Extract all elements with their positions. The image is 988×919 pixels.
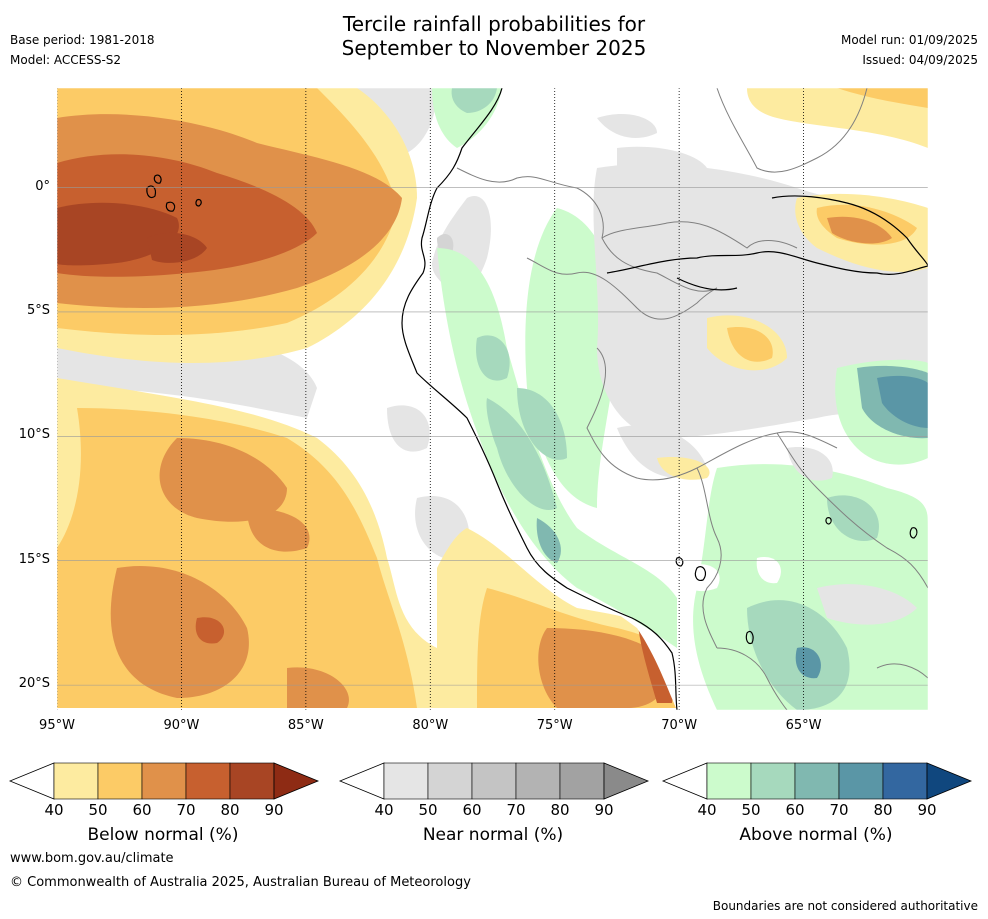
- colorbar-tick-label: 50: [418, 801, 438, 819]
- colorbar-segment: [750, 762, 796, 800]
- colorbar-tick-label: 60: [462, 801, 482, 819]
- colorbar-tick-label: 90: [264, 801, 284, 819]
- latitude-label: 0°: [35, 178, 50, 194]
- colorbars: [8, 762, 973, 800]
- colorbar-under-triangle: [8, 762, 55, 800]
- issued-date: Issued: 04/09/2025: [862, 53, 978, 67]
- rainfall-map: [57, 88, 928, 710]
- longitude-label: 65°W: [785, 718, 822, 733]
- colorbar-segment: [141, 762, 187, 800]
- base-period: Base period: 1981-2018: [10, 33, 155, 47]
- latitude-label: 20°S: [18, 676, 50, 692]
- meta-left: Base period: 1981-2018 Model: ACCESS-S2: [10, 30, 155, 70]
- colorbar-under-triangle: [661, 762, 708, 800]
- title-line-1: Tercile rainfall probabilities for: [342, 12, 646, 36]
- colorbar-segment: [383, 762, 429, 800]
- longitude-label: 95°W: [39, 718, 75, 733]
- colorbar-over-triangle: [926, 762, 973, 800]
- longitude-label: 75°W: [536, 718, 573, 733]
- model-name: Model: ACCESS-S2: [10, 53, 122, 67]
- colorbar-tick-label: 80: [873, 801, 893, 819]
- colorbar-tick-label: 70: [506, 801, 526, 819]
- longitude-label: 90°W: [163, 718, 200, 733]
- colorbar-segment: [559, 762, 605, 800]
- colorbar-segment: [471, 762, 517, 800]
- disclaimer-text: Boundaries are not considered authoritat…: [712, 899, 978, 913]
- title-line-2: September to November 2025: [341, 36, 647, 60]
- colorbar-tick-label: 60: [132, 801, 152, 819]
- colorbar-segment: [229, 762, 275, 800]
- colorbar-over-triangle: [603, 762, 650, 800]
- copyright-text: © Commonwealth of Australia 2025, Austra…: [10, 875, 471, 890]
- colorbar-tick-label: 40: [374, 801, 394, 819]
- longitude-label: 80°W: [412, 718, 449, 733]
- country-boundaries: [456, 88, 928, 710]
- colorbar-label-above: Above normal (%): [739, 825, 893, 845]
- longitude-label: 70°W: [661, 718, 698, 733]
- website-text: www.bom.gov.au/climate: [10, 851, 174, 866]
- colorbar-label-near: Near normal (%): [422, 825, 564, 845]
- coastline: [146, 88, 928, 710]
- colorbar-tick-label: 90: [917, 801, 937, 819]
- gridlines: [57, 88, 928, 710]
- colorbar-tick-label: 80: [220, 801, 240, 819]
- colorbar-segment: [53, 762, 99, 800]
- colorbar-tick-label: 40: [697, 801, 717, 819]
- land-shading: [431, 88, 928, 710]
- colorbar-label-below: Below normal (%): [87, 825, 239, 845]
- colorbar-segment: [882, 762, 928, 800]
- colorbar-tick-label: 50: [88, 801, 108, 819]
- colorbar-segment: [427, 762, 473, 800]
- colorbar-tick-label: 50: [741, 801, 761, 819]
- colorbar-tick-label: 70: [176, 801, 196, 819]
- colorbar-below: [8, 762, 320, 800]
- colorbar-tick-label: 80: [550, 801, 570, 819]
- colorbar-segment: [838, 762, 884, 800]
- colorbar-over-triangle: [273, 762, 320, 800]
- colorbar-segment: [706, 762, 752, 800]
- model-run: Model run: 01/09/2025: [840, 33, 978, 47]
- below-normal-ocean-shading: [57, 88, 697, 708]
- colorbar-tick-label: 90: [594, 801, 614, 819]
- colorbar-segment: [185, 762, 231, 800]
- colorbar-segment: [97, 762, 143, 800]
- longitude-label: 85°W: [287, 718, 324, 733]
- colorbar-near: [338, 762, 650, 800]
- colorbar-under-triangle: [338, 762, 385, 800]
- colorbar-above: [661, 762, 973, 800]
- colorbar-segment: [515, 762, 561, 800]
- colorbar-tick-label: 60: [785, 801, 805, 819]
- meta-right: Model run: 01/09/2025 Issued: 04/09/2025: [841, 30, 978, 70]
- chart-title: Tercile rainfall probabilities for Septe…: [0, 12, 988, 60]
- latitude-label: 10°S: [18, 427, 50, 443]
- colorbar-tick-label: 40: [44, 801, 64, 819]
- latitude-label: 5°S: [26, 302, 50, 318]
- latitude-label: 15°S: [18, 551, 50, 567]
- colorbar-tick-label: 70: [829, 801, 849, 819]
- colorbar-segment: [794, 762, 840, 800]
